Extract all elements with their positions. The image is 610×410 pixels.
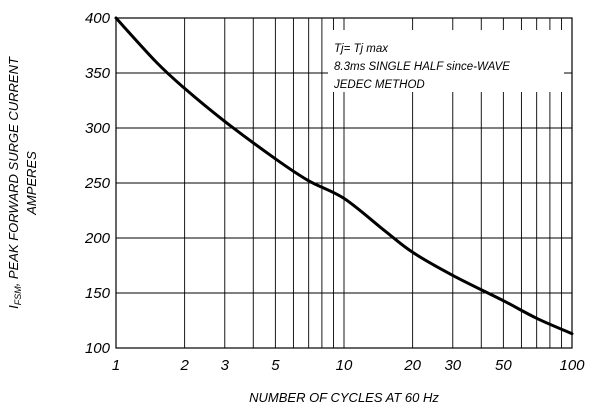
x-tick-label: 3 (221, 357, 230, 374)
y-axis-title-line-2: AMPERES (24, 151, 39, 216)
y-axis-title-line-1: IFSM, PEAK FORWARD SURGE CURRENT (6, 56, 23, 309)
y-tick-label: 150 (85, 285, 111, 302)
x-tick-label: 2 (179, 357, 189, 374)
y-tick-label: 100 (85, 340, 111, 357)
tick-labels: 100 150 200 250 300 350 400 1 2 3 5 10 20 30 50 100 (84, 10, 585, 374)
y-tick-label: 350 (85, 65, 111, 82)
x-tick-label: 30 (444, 357, 461, 374)
y-axis-title-text: , PEAK FORWARD SURGE CURRENT (6, 56, 21, 286)
annotation-line-2: 8.3ms SINGLE HALF since-WAVE (334, 61, 510, 73)
annotation-line-1: Tj= Tj max (334, 43, 389, 55)
surge-current-curve (114, 16, 574, 336)
annotation-box: Tj= Tj max 8.3ms SINGLE HALF since-WAVE … (328, 30, 564, 92)
annotation-background (328, 30, 564, 92)
plot-frame (115, 17, 573, 349)
x-tick-label: 100 (559, 357, 585, 374)
y-tick-label: 300 (85, 120, 111, 137)
x-tick-label: 10 (336, 357, 353, 374)
y-axis-title: IFSM, PEAK FORWARD SURGE CURRENT AMPERES (6, 56, 39, 309)
y-tick-label: 200 (84, 230, 111, 247)
y-axis-symbol: I (6, 305, 21, 309)
y-axis-symbol-subscript: FSM (13, 286, 23, 306)
y-tick-label: 250 (84, 175, 111, 192)
x-axis-title: NUMBER OF CYCLES AT 60 Hz (249, 390, 439, 405)
y-tick-label: 400 (85, 10, 111, 27)
x-tick-label: 20 (403, 357, 421, 374)
x-tick-label: 50 (495, 357, 512, 374)
x-tick-label: 1 (112, 357, 120, 374)
annotation-line-3: JEDEC METHOD (333, 79, 425, 91)
x-tick-label: 5 (271, 357, 280, 374)
